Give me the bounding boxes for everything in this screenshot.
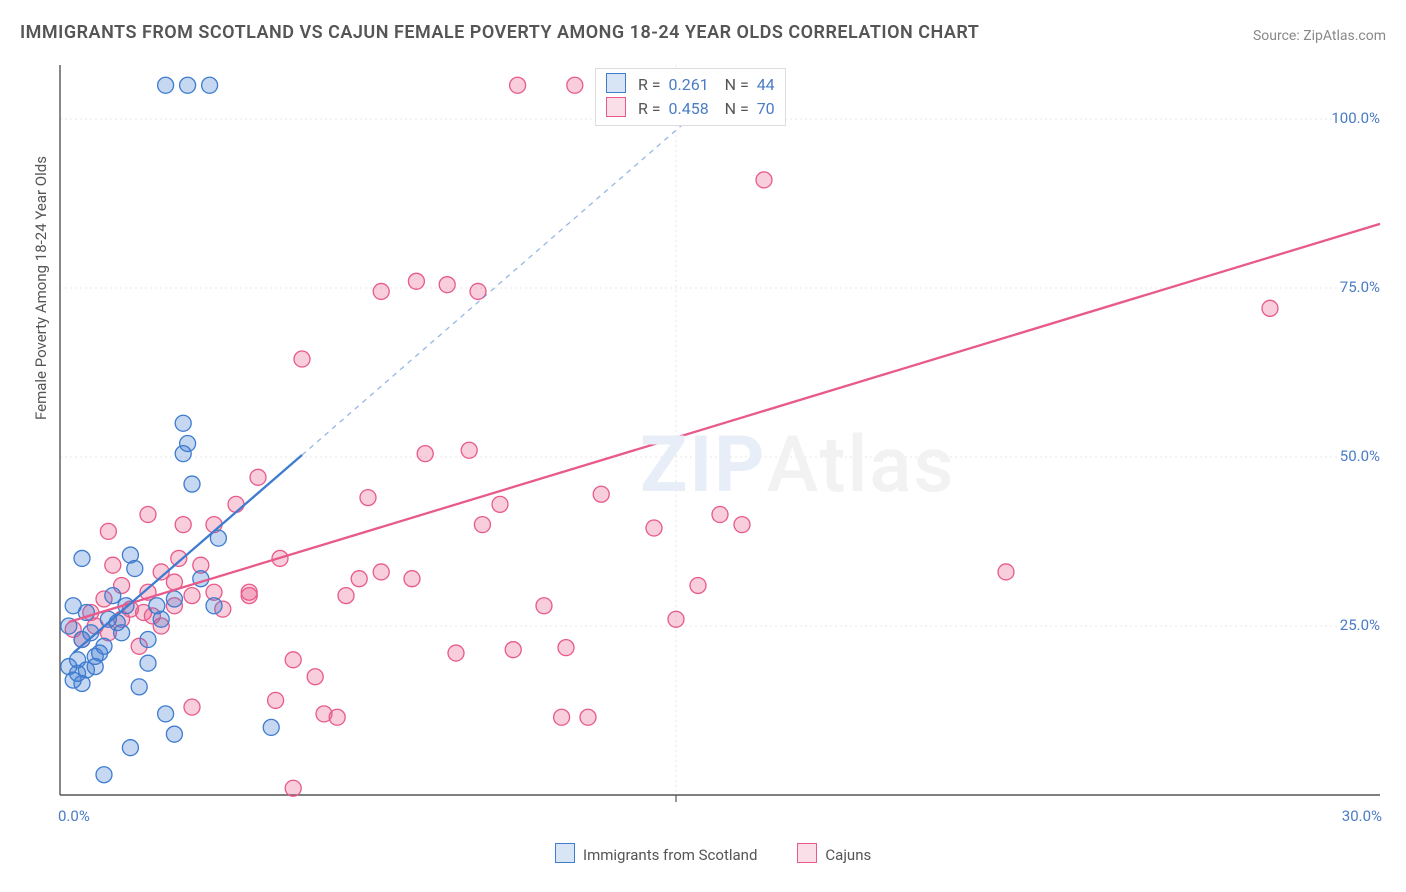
n-label: N = bbox=[725, 75, 749, 94]
series-legend: Immigrants from Scotland Cajuns bbox=[555, 843, 871, 864]
legend-item: Immigrants from Scotland bbox=[555, 843, 757, 864]
ytick-label: 25.0% bbox=[1340, 616, 1380, 634]
ytick-label: 100.0% bbox=[1331, 109, 1380, 127]
r-value: 0.261 bbox=[669, 75, 709, 94]
plot-area bbox=[55, 60, 1385, 830]
r-label: R = bbox=[638, 99, 661, 118]
legend-swatch-icon bbox=[606, 73, 626, 93]
xtick-label: 30.0% bbox=[1342, 807, 1382, 825]
scatter-svg bbox=[55, 60, 1385, 830]
r-value: 0.458 bbox=[669, 99, 709, 118]
n-label: N = bbox=[725, 99, 749, 118]
stats-legend: R = 0.261 N = 44 R = 0.458 N = 70 bbox=[595, 68, 786, 126]
ytick-label: 75.0% bbox=[1340, 278, 1380, 296]
stats-row: R = 0.261 N = 44 bbox=[606, 73, 775, 97]
stats-row: R = 0.458 N = 70 bbox=[606, 97, 775, 121]
chart-title: IMMIGRANTS FROM SCOTLAND VS CAJUN FEMALE… bbox=[20, 22, 979, 43]
ytick-label: 50.0% bbox=[1340, 447, 1380, 465]
chart-container: IMMIGRANTS FROM SCOTLAND VS CAJUN FEMALE… bbox=[0, 0, 1406, 892]
n-value: 70 bbox=[757, 99, 775, 118]
legend-label: Immigrants from Scotland bbox=[583, 846, 757, 864]
legend-swatch-icon bbox=[797, 843, 817, 863]
legend-label: Cajuns bbox=[825, 846, 871, 864]
legend-swatch-icon bbox=[555, 843, 575, 863]
y-axis-label: Female Poverty Among 18-24 Year Olds bbox=[32, 156, 50, 420]
legend-swatch-icon bbox=[606, 97, 626, 117]
xtick-label: 0.0% bbox=[58, 807, 90, 825]
source-label: Source: ZipAtlas.com bbox=[1253, 28, 1386, 44]
legend-item: Cajuns bbox=[797, 843, 871, 864]
n-value: 44 bbox=[757, 75, 775, 94]
r-label: R = bbox=[638, 75, 661, 94]
